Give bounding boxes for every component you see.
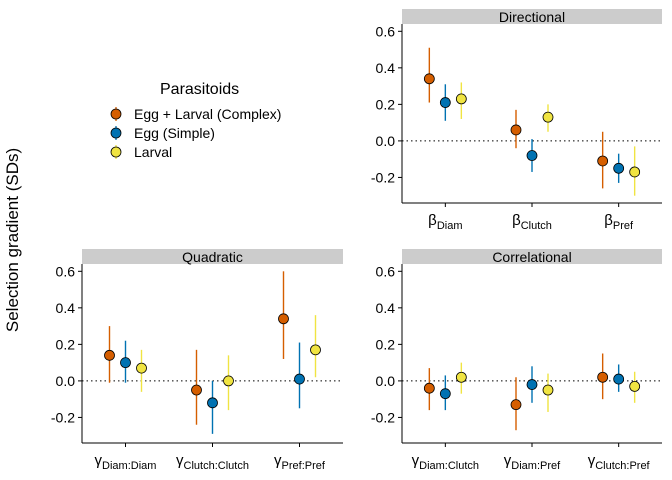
legend-label: Egg + Larval (Complex) (134, 106, 281, 122)
legend-key-point (110, 108, 122, 120)
data-point (423, 382, 435, 394)
data-point (526, 379, 538, 390)
data-point (207, 397, 218, 409)
data-point (597, 371, 609, 383)
panel-strip (402, 9, 662, 24)
y-tick-label: 0.2 (376, 96, 396, 112)
x-tick-label: βDiam (428, 212, 462, 232)
y-tick-label: 0.6 (56, 263, 76, 279)
data-point (120, 357, 131, 369)
data-point (526, 150, 538, 161)
data-point (613, 162, 625, 174)
y-tick-label: -0.2 (371, 169, 395, 185)
x-tick-label: γDiam:Pref (504, 452, 561, 472)
y-tick-label: 0.6 (376, 23, 396, 39)
data-point (510, 399, 522, 411)
legend: Parasitoids Egg + Larval (Complex) Egg (S… (110, 81, 281, 160)
data-point (310, 344, 321, 356)
data-point (104, 349, 115, 361)
x-tick-label: γDiam:Clutch (412, 452, 479, 472)
legend-title: Parasitoids (160, 81, 239, 98)
data-point (439, 388, 451, 400)
data-point (542, 384, 554, 396)
panel-title: Directional (499, 9, 565, 25)
data-point (510, 124, 522, 136)
y-tick-label: 0.4 (376, 300, 396, 316)
data-point (136, 362, 147, 374)
panel-title: Quadratic (182, 249, 243, 265)
y-tick-label: -0.2 (371, 409, 395, 425)
data-point (439, 97, 451, 108)
data-point (455, 371, 467, 383)
y-tick-label: 0.6 (376, 263, 396, 279)
y-tick-label: 0.0 (376, 133, 396, 149)
y-tick-label: 0.2 (376, 336, 396, 352)
y-tick-label: 0.0 (56, 373, 76, 389)
data-point (542, 111, 554, 123)
data-point (423, 73, 435, 85)
data-point (629, 380, 641, 392)
data-point (613, 373, 625, 385)
legend-label: Egg (Simple) (134, 125, 215, 141)
data-point (455, 93, 467, 105)
panel-strip (402, 249, 662, 264)
y-tick-label: -0.2 (51, 409, 75, 425)
data-point (278, 313, 289, 325)
y-axis-label: Selection gradient (SDs) (3, 148, 22, 332)
x-tick-label: γClutch:Clutch (176, 452, 249, 472)
x-tick-label: βPref (604, 212, 634, 232)
data-point (294, 373, 305, 385)
panel-strip (82, 249, 343, 264)
panel-quadratic: Quadratic 0.6 0.4 0.2 0.0 -0.2 γDiam:Diam γClut… (51, 249, 343, 472)
y-tick-label: 0.2 (56, 336, 76, 352)
data-point (223, 375, 234, 387)
panel-correlational: Correlational 0.6 0.4 0.2 0.0 -0.2 γDiam:Clutc… (371, 249, 662, 472)
x-tick-label: γPref:Pref (274, 452, 326, 472)
x-tick-label: γClutch:Pref (588, 452, 651, 472)
y-tick-label: 0.4 (56, 300, 76, 316)
legend-label: Larval (134, 144, 172, 160)
data-point (597, 155, 609, 167)
x-tick-label: βClutch (512, 212, 552, 232)
y-tick-label: 0.4 (376, 60, 396, 76)
x-tick-label: γDiam:Diam (95, 452, 157, 472)
data-point (191, 384, 202, 396)
panel-directional: Directional 0.6 0.4 0.2 0.0 -0.2 βDiam βClutch β… (371, 9, 662, 232)
y-tick-label: 0.0 (376, 373, 396, 389)
legend-key-point (110, 127, 122, 139)
legend-key-point (110, 146, 122, 158)
panel-title: Correlational (492, 249, 571, 265)
data-point (629, 166, 641, 178)
